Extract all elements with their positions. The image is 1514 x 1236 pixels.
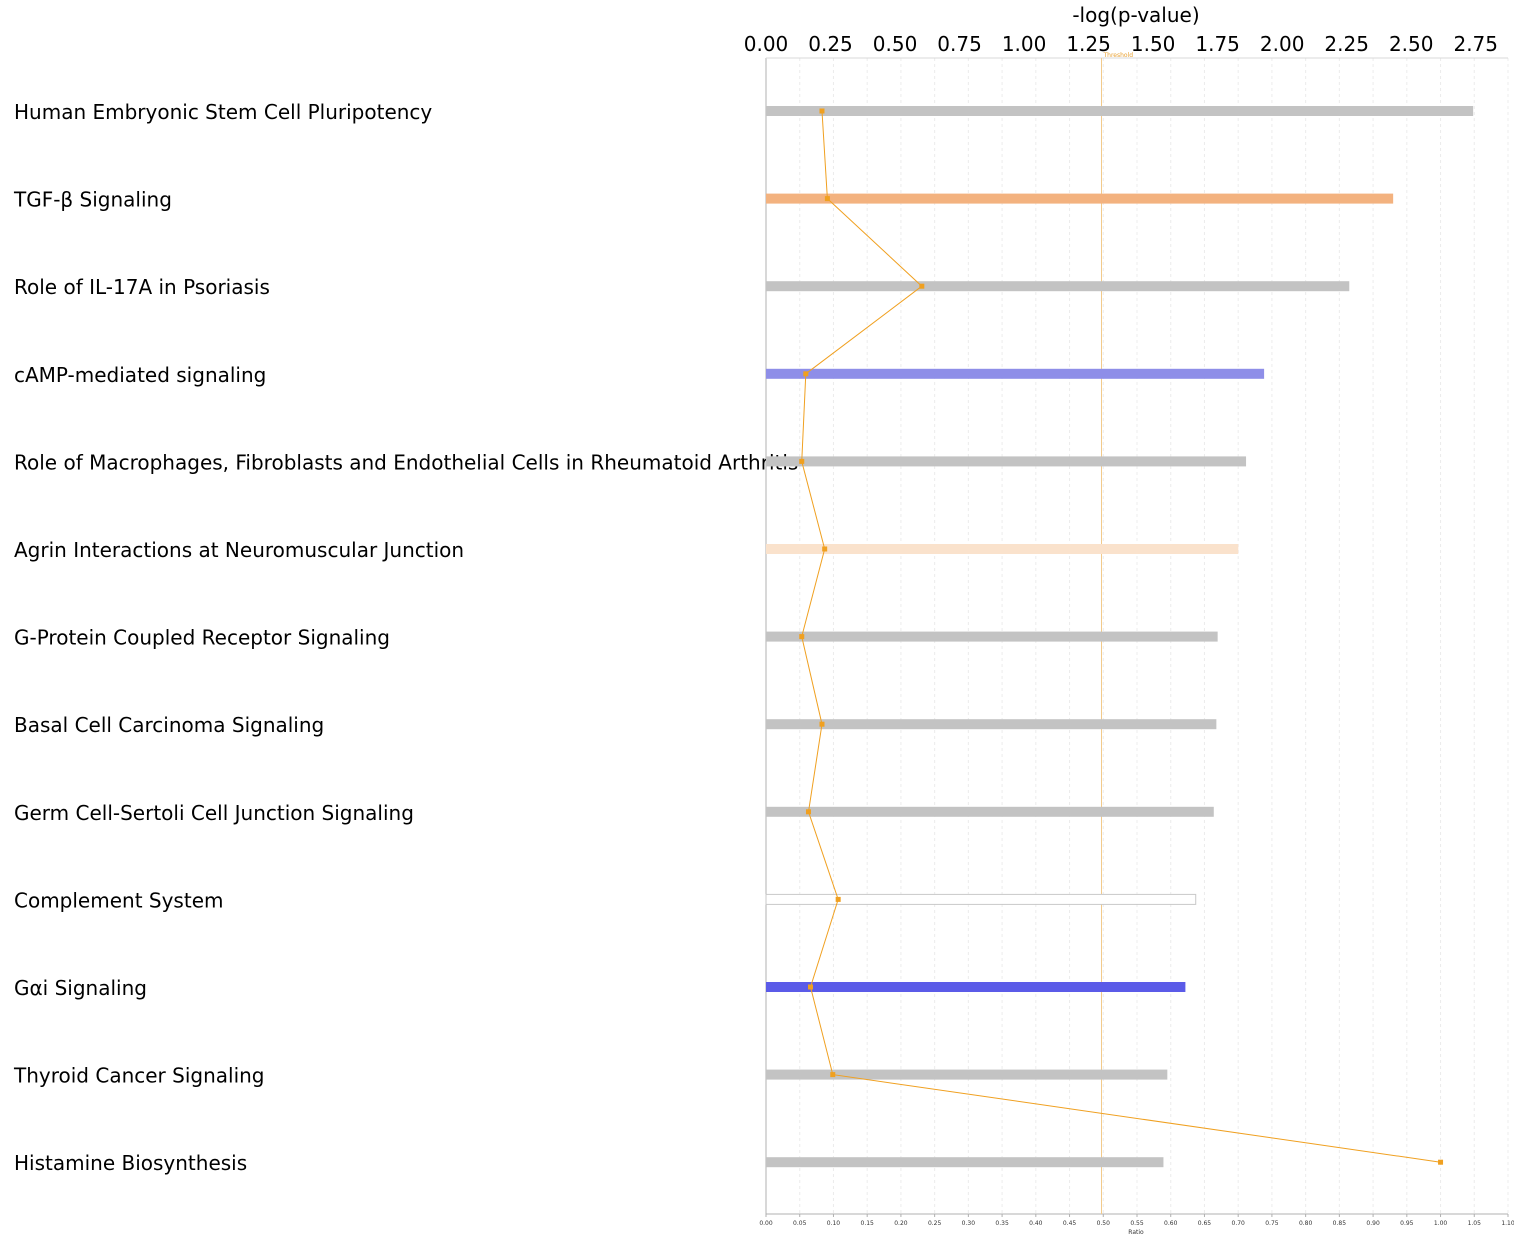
category-label: Role of Macrophages, Fibroblasts and End… bbox=[14, 450, 798, 474]
top-tick-label: 2.50 bbox=[1389, 32, 1434, 56]
bar bbox=[766, 544, 1239, 554]
bar bbox=[766, 1157, 1164, 1168]
bottom-tick-label: 0.15 bbox=[861, 1220, 875, 1227]
bottom-axis-ticks: 0.00 0.05 0.10 0.15 0.20 0.25 0.30 0.35 0.40 0.45… bbox=[759, 1214, 1514, 1227]
bottom-tick-label: 1.10 bbox=[1501, 1220, 1514, 1227]
bottom-tick-label: 0.50 bbox=[1097, 1220, 1111, 1227]
top-tick-label: 2.00 bbox=[1260, 32, 1305, 56]
bottom-tick-label: 0.10 bbox=[827, 1220, 841, 1227]
ratio-line bbox=[799, 108, 1444, 1165]
top-tick-label: 0.25 bbox=[808, 32, 853, 56]
ratio-point bbox=[819, 108, 825, 114]
bottom-tick-label: 0.60 bbox=[1164, 1220, 1178, 1227]
category-label: Agrin Interactions at Neuromuscular Junc… bbox=[14, 538, 464, 562]
bar bbox=[766, 719, 1217, 730]
bar bbox=[765, 893, 1197, 905]
top-tick-label: 2.75 bbox=[1453, 32, 1498, 56]
bar bbox=[766, 982, 1186, 992]
bottom-tick-label: 0.90 bbox=[1366, 1220, 1380, 1227]
bottom-tick-label: 0.55 bbox=[1130, 1220, 1144, 1227]
ratio-point bbox=[1438, 1159, 1444, 1165]
bottom-tick-label: 0.30 bbox=[962, 1220, 976, 1227]
category-label: Histamine Biosynthesis bbox=[14, 1151, 247, 1175]
top-tick-label: 1.75 bbox=[1195, 32, 1240, 56]
top-tick-label: 0.50 bbox=[873, 32, 918, 56]
category-label: TGF-β Signaling bbox=[13, 188, 172, 212]
bar bbox=[766, 1069, 1168, 1080]
ratio-point bbox=[805, 809, 811, 815]
top-axis-title: -log(p-value) bbox=[1072, 3, 1199, 27]
top-tick-label: 1.00 bbox=[1002, 32, 1047, 56]
bottom-axis-title: Ratio bbox=[1128, 1229, 1144, 1236]
bottom-tick-label: 0.85 bbox=[1333, 1220, 1347, 1227]
top-tick-label: 2.25 bbox=[1324, 32, 1369, 56]
bar bbox=[766, 368, 1265, 379]
category-label: Basal Cell Carcinoma Signaling bbox=[14, 713, 324, 737]
bottom-tick-label: 0.95 bbox=[1400, 1220, 1414, 1227]
ratio-point bbox=[830, 1072, 836, 1078]
top-tick-label: 1.50 bbox=[1131, 32, 1176, 56]
category-label: cAMP-mediated signaling bbox=[14, 363, 266, 387]
bar bbox=[766, 193, 1394, 204]
bottom-tick-label: 0.65 bbox=[1198, 1220, 1212, 1227]
bottom-tick-label: 0.35 bbox=[995, 1220, 1009, 1227]
bar bbox=[766, 281, 1350, 292]
bottom-tick-label: 0.20 bbox=[894, 1220, 908, 1227]
category-label: Role of IL-17A in Psoriasis bbox=[14, 275, 270, 299]
top-axis-ticks: 0.00 0.25 0.50 0.75 1.00 1.25 1.50 1.75 2.00 2.25… bbox=[744, 32, 1498, 56]
category-label: Germ Cell-Sertoli Cell Junction Signalin… bbox=[14, 801, 414, 825]
ratio-point bbox=[819, 721, 825, 727]
bars bbox=[765, 106, 1474, 1168]
bottom-tick-label: 0.45 bbox=[1063, 1220, 1077, 1227]
category-label: G-Protein Coupled Receptor Signaling bbox=[14, 626, 390, 650]
category-label: Thyroid Cancer Signaling bbox=[13, 1064, 265, 1088]
category-labels: Human Embryonic Stem Cell Pluripotency TG… bbox=[13, 100, 798, 1175]
ratio-point bbox=[835, 896, 841, 902]
bar bbox=[766, 106, 1474, 116]
ratio-point bbox=[803, 371, 809, 377]
ratio-point bbox=[808, 984, 814, 990]
bottom-tick-label: 1.05 bbox=[1468, 1220, 1482, 1227]
category-label: Gαi Signaling bbox=[14, 976, 147, 1000]
bottom-tick-label: 0.00 bbox=[759, 1220, 773, 1227]
top-tick-label: 0.75 bbox=[937, 32, 982, 56]
bottom-tick-label: 0.40 bbox=[1029, 1220, 1043, 1227]
bar bbox=[766, 806, 1214, 817]
ratio-point bbox=[919, 283, 925, 289]
bottom-tick-label: 0.80 bbox=[1299, 1220, 1313, 1227]
ratio-point bbox=[799, 634, 805, 640]
bar bbox=[766, 456, 1247, 467]
bottom-tick-label: 0.70 bbox=[1232, 1220, 1246, 1227]
bottom-tick-label: 0.05 bbox=[793, 1220, 807, 1227]
category-label: Complement System bbox=[14, 888, 223, 912]
threshold-label: Threshold bbox=[1103, 52, 1134, 59]
category-label: Human Embryonic Stem Cell Pluripotency bbox=[14, 100, 432, 124]
ratio-point bbox=[824, 196, 830, 202]
bottom-tick-label: 0.25 bbox=[928, 1220, 942, 1227]
top-tick-label: 1.25 bbox=[1066, 32, 1111, 56]
bottom-tick-label: 0.75 bbox=[1265, 1220, 1279, 1227]
bottom-tick-label: 1.00 bbox=[1434, 1220, 1448, 1227]
ratio-point bbox=[799, 458, 805, 464]
ratio-point bbox=[822, 546, 828, 552]
bar bbox=[766, 631, 1218, 642]
top-tick-label: 0.00 bbox=[744, 32, 789, 56]
